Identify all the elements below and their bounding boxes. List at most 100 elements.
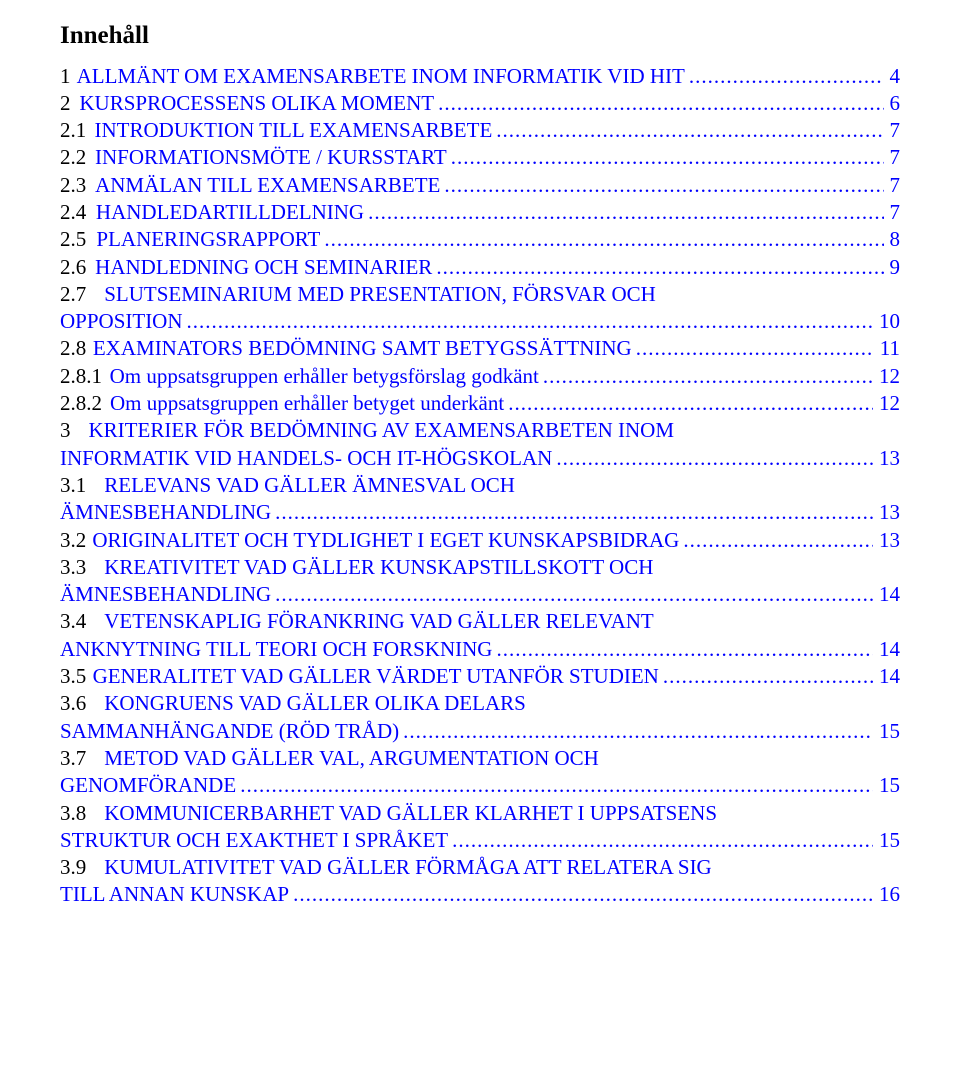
toc-entry-continuation[interactable]: ÄMNESBEHANDLING 13 [60, 499, 900, 526]
toc-leader-dots [556, 445, 873, 472]
toc-entry[interactable]: 2.8EXAMINATORS BEDÖMNING SAMT BETYGSSÄTT… [60, 335, 900, 362]
toc-entry[interactable]: 3.9 KUMULATIVITET VAD GÄLLER FÖRMÅGA ATT … [60, 854, 900, 881]
toc-entry-continuation[interactable]: ÄMNESBEHANDLING14 [60, 581, 900, 608]
toc-entry-label: KONGRUENS VAD GÄLLER OLIKA DELARS [104, 690, 530, 717]
toc-entry-page: 7 [884, 144, 901, 171]
toc-entry[interactable]: 2.5PLANERINGSRAPPORT 8 [60, 226, 900, 253]
toc-entry-continuation[interactable]: ANKNYTNING TILL TEORI OCH FORSKNING 14 [60, 636, 900, 663]
toc-entry[interactable]: 3KRITERIER FÖR BEDÖMNING AV EXAMENSARBET… [60, 417, 900, 444]
toc-entry-label: HANDLEDNING OCH SEMINARIER [95, 254, 436, 281]
toc-entry[interactable]: 2.2INFORMATIONSMÖTE / KURSSTART7 [60, 144, 900, 171]
toc-list: 1ALLMÄNT OM EXAMENSARBETE INOM INFORMATI… [60, 63, 900, 909]
toc-entry-label: KREATIVITET VAD GÄLLER KUNSKAPSTILLSKOTT… [104, 554, 657, 581]
toc-entry-label-cont: ANKNYTNING TILL TEORI OCH FORSKNING [60, 636, 496, 663]
toc-entry[interactable]: 2.1INTRODUKTION TILL EXAMENSARBETE7 [60, 117, 900, 144]
toc-entry[interactable]: 1ALLMÄNT OM EXAMENSARBETE INOM INFORMATI… [60, 63, 900, 90]
toc-entry[interactable]: 3.7METOD VAD GÄLLER VAL, ARGUMENTATION O… [60, 745, 900, 772]
toc-entry-page: 13 [873, 527, 900, 554]
toc-entry[interactable]: 3.4 VETENSKAPLIG FÖRANKRING VAD GÄLLER RE… [60, 608, 900, 635]
toc-entry-page: 7 [884, 117, 901, 144]
toc-entry-continuation[interactable]: GENOMFÖRANDE15 [60, 772, 900, 799]
toc-entry-page: 11 [874, 335, 900, 362]
toc-entry[interactable]: 2.6HANDLEDNING OCH SEMINARIER9 [60, 254, 900, 281]
toc-entry-label: INFORMATIONSMÖTE / KURSSTART [95, 144, 451, 171]
toc-entry-continuation[interactable]: INFORMATIK VID HANDELS- OCH IT-HÖGSKOLAN… [60, 445, 900, 472]
toc-entry-page: 15 [873, 718, 900, 745]
toc-entry-page: 13 [873, 445, 900, 472]
toc-entry-label: ORIGINALITET OCH TYDLIGHET I EGET KUNSKA… [92, 527, 683, 554]
toc-entry-number: 3.2 [60, 527, 90, 554]
toc-leader-dots [438, 90, 883, 117]
toc-entry-label-cont: SAMMANHÄNGANDE (RÖD TRÅD) [60, 718, 403, 745]
toc-entry-label: EXAMINATORS BEDÖMNING SAMT BETYGSSÄTTNIN… [93, 335, 636, 362]
document-page: Innehåll 1ALLMÄNT OM EXAMENSARBETE INOM … [0, 0, 960, 1076]
toc-entry[interactable]: 3.1 RELEVANS VAD GÄLLER ÄMNESVAL OCH [60, 472, 900, 499]
toc-entry-number: 3.7 [60, 745, 90, 772]
toc-entry-page: 14 [873, 663, 900, 690]
toc-entry-number: 2.8.2 [60, 390, 106, 417]
toc-entry[interactable]: 3.3 KREATIVITET VAD GÄLLER KUNSKAPSTILLSK… [60, 554, 900, 581]
toc-entry[interactable]: 2.8.2Om uppsatsgruppen erhåller betyget … [60, 390, 900, 417]
toc-entry[interactable]: 3.8KOMMUNICERBARHET VAD GÄLLER KLARHET I… [60, 800, 900, 827]
toc-entry-label: KUMULATIVITET VAD GÄLLER FÖRMÅGA ATT REL… [104, 854, 715, 881]
toc-entry[interactable]: 2.8.1Om uppsatsgruppen erhåller betygsfö… [60, 363, 900, 390]
toc-leader-dots [451, 144, 884, 171]
toc-leader-dots [496, 117, 883, 144]
toc-entry-label: SLUTSEMINARIUM MED PRESENTATION, FÖRSVAR… [104, 281, 660, 308]
toc-entry-page: 14 [873, 636, 900, 663]
toc-leader-dots [683, 527, 873, 554]
toc-entry-label-cont: STRUKTUR OCH EXAKTHET I SPRÅKET [60, 827, 452, 854]
toc-entry-continuation[interactable]: TILL ANNAN KUNSKAP 16 [60, 881, 900, 908]
toc-leader-dots [275, 581, 873, 608]
toc-entry-continuation[interactable]: STRUKTUR OCH EXAKTHET I SPRÅKET 15 [60, 827, 900, 854]
toc-leader-dots [275, 499, 873, 526]
toc-leader-dots [689, 63, 884, 90]
toc-entry-page: 16 [873, 881, 900, 908]
toc-entry-number: 2.8.1 [60, 363, 106, 390]
toc-leader-dots [543, 363, 873, 390]
toc-entry-number: 3 [60, 417, 75, 444]
toc-entry-label: INTRODUKTION TILL EXAMENSARBETE [95, 117, 497, 144]
toc-entry-page: 13 [873, 499, 900, 526]
toc-entry-label: ALLMÄNT OM EXAMENSARBETE INOM INFORMATIK… [77, 63, 689, 90]
toc-entry[interactable]: 2.7SLUTSEMINARIUM MED PRESENTATION, FÖRS… [60, 281, 900, 308]
toc-heading: Innehåll [60, 20, 900, 53]
toc-entry-number: 3.9 [60, 854, 90, 881]
toc-entry[interactable]: 3.5GENERALITET VAD GÄLLER VÄRDET UTANFÖR… [60, 663, 900, 690]
toc-leader-dots [636, 335, 874, 362]
toc-entry-label-cont: INFORMATIK VID HANDELS- OCH IT-HÖGSKOLAN [60, 445, 556, 472]
toc-entry-page: 15 [873, 827, 900, 854]
toc-leader-dots [663, 663, 873, 690]
toc-entry-continuation[interactable]: SAMMANHÄNGANDE (RÖD TRÅD) 15 [60, 718, 900, 745]
toc-entry[interactable]: 2.3ANMÄLAN TILL EXAMENSARBETE7 [60, 172, 900, 199]
toc-leader-dots [187, 308, 873, 335]
toc-entry-number: 2.5 [60, 226, 90, 253]
toc-entry-page: 8 [884, 226, 901, 253]
toc-leader-dots [496, 636, 873, 663]
toc-entry[interactable]: 2.4HANDLEDARTILLDELNING7 [60, 199, 900, 226]
toc-leader-dots [444, 172, 883, 199]
toc-entry-number: 3.5 [60, 663, 90, 690]
toc-entry-label-cont: ÄMNESBEHANDLING [60, 499, 275, 526]
toc-entry-label: PLANERINGSRAPPORT [96, 226, 324, 253]
toc-entry-number: 3.8 [60, 800, 90, 827]
toc-entry-page: 12 [873, 390, 900, 417]
toc-entry-page: 15 [873, 772, 900, 799]
toc-entry-number: 3.4 [60, 608, 90, 635]
toc-entry-page: 12 [873, 363, 900, 390]
toc-entry-continuation[interactable]: OPPOSITION10 [60, 308, 900, 335]
toc-entry[interactable]: 2KURSPROCESSENS OLIKA MOMENT6 [60, 90, 900, 117]
toc-leader-dots [240, 772, 873, 799]
toc-entry-label: VETENSKAPLIG FÖRANKRING VAD GÄLLER RELEV… [104, 608, 658, 635]
toc-entry-number: 2.4 [60, 199, 90, 226]
toc-entry-label-cont: TILL ANNAN KUNSKAP [60, 881, 293, 908]
toc-entry-number: 2.3 [60, 172, 90, 199]
toc-leader-dots [324, 226, 883, 253]
toc-entry-number: 3.3 [60, 554, 90, 581]
toc-entry-number: 3.1 [60, 472, 90, 499]
toc-entry[interactable]: 3.2ORIGINALITET OCH TYDLIGHET I EGET KUN… [60, 527, 900, 554]
toc-leader-dots [508, 390, 873, 417]
toc-entry[interactable]: 3.6KONGRUENS VAD GÄLLER OLIKA DELARS [60, 690, 900, 717]
toc-entry-label: RELEVANS VAD GÄLLER ÄMNESVAL OCH [104, 472, 519, 499]
toc-entry-number: 2 [60, 90, 75, 117]
